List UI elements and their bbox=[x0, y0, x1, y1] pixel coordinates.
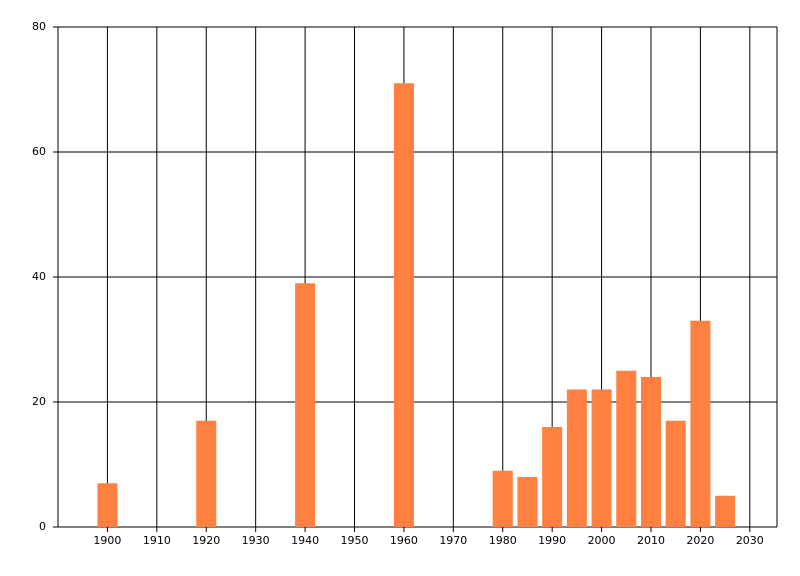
bar bbox=[492, 470, 513, 527]
x-tick-label: 1980 bbox=[489, 534, 517, 547]
bar bbox=[690, 320, 711, 527]
y-tick-label: 0 bbox=[39, 520, 46, 533]
bar bbox=[542, 427, 563, 527]
x-tick-label: 1970 bbox=[439, 534, 467, 547]
x-tick-label: 2010 bbox=[637, 534, 665, 547]
y-tick-label: 80 bbox=[32, 20, 46, 33]
bar bbox=[295, 283, 316, 527]
x-tick-label: 2000 bbox=[588, 534, 616, 547]
bar bbox=[591, 389, 612, 527]
x-tick-label: 2030 bbox=[736, 534, 764, 547]
bar bbox=[517, 477, 538, 527]
x-tick-label: 1960 bbox=[390, 534, 418, 547]
x-tick-label: 1930 bbox=[242, 534, 270, 547]
x-tick-label: 1940 bbox=[291, 534, 319, 547]
bar bbox=[616, 370, 637, 527]
bar bbox=[665, 420, 686, 527]
y-tick-label: 40 bbox=[32, 270, 46, 283]
bar bbox=[196, 420, 217, 527]
x-tick-label: 1950 bbox=[340, 534, 368, 547]
bar bbox=[640, 377, 661, 527]
x-tick-label: 1920 bbox=[192, 534, 220, 547]
bar bbox=[393, 83, 414, 527]
bar bbox=[566, 389, 587, 527]
x-tick-label: 2020 bbox=[686, 534, 714, 547]
x-tick-label: 1910 bbox=[143, 534, 171, 547]
y-tick-label: 20 bbox=[32, 395, 46, 408]
x-tick-label: 1900 bbox=[93, 534, 121, 547]
x-tick-label: 1990 bbox=[538, 534, 566, 547]
bar bbox=[97, 483, 118, 527]
bar bbox=[715, 495, 736, 527]
y-tick-label: 60 bbox=[32, 145, 46, 158]
